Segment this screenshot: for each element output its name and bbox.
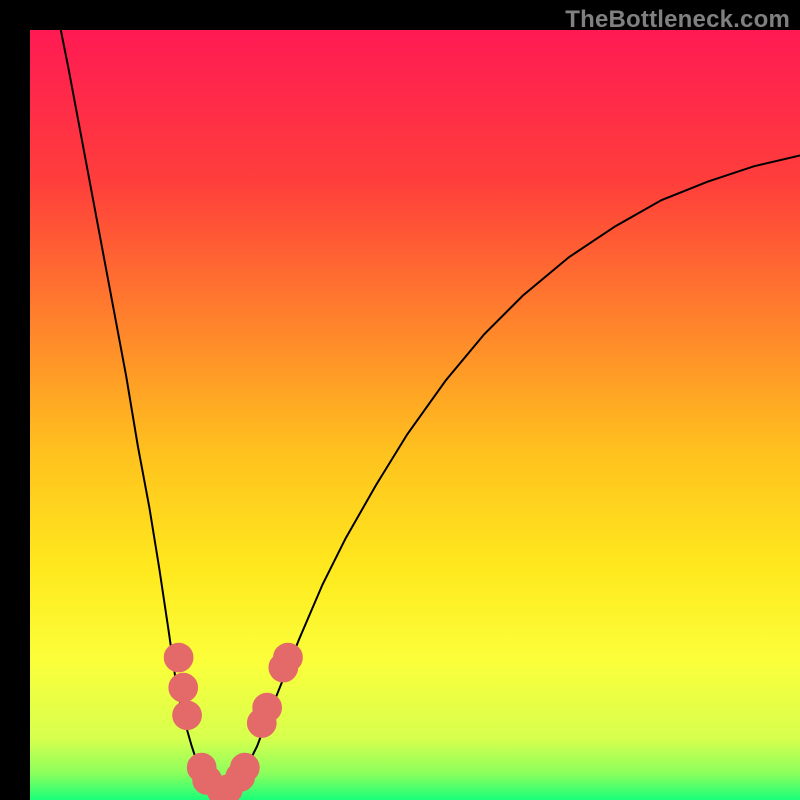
chart-frame: TheBottleneck.com (0, 0, 800, 800)
curve-marker (256, 697, 278, 719)
curve-marker (168, 647, 190, 669)
bottleneck-curve-svg (30, 30, 800, 800)
curve-marker (277, 647, 299, 669)
plot-area (30, 30, 800, 800)
curve-marker (172, 677, 194, 699)
gradient-background (30, 30, 800, 800)
curve-marker (234, 757, 256, 779)
curve-marker (176, 704, 198, 726)
